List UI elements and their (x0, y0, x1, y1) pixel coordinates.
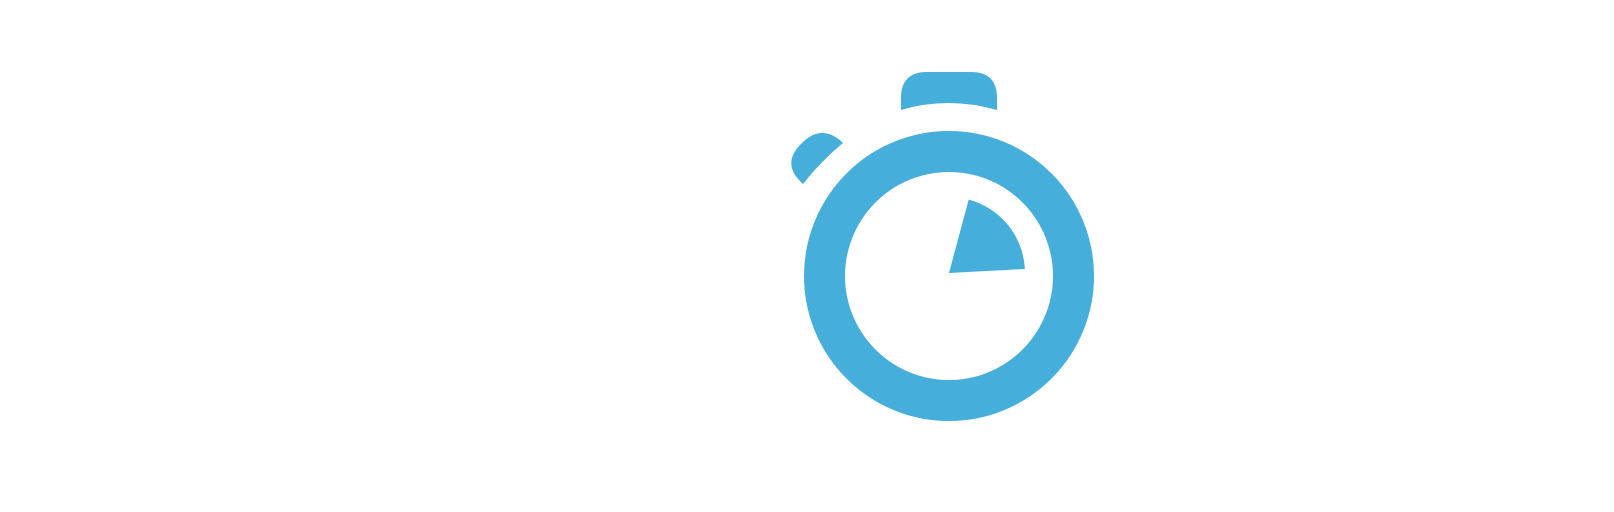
stopwatch-elapsed-wedge (949, 199, 1025, 273)
stopwatch-dial-ring (804, 131, 1094, 421)
stopwatch-side-button (791, 133, 843, 184)
stopwatch-crown (901, 72, 997, 110)
